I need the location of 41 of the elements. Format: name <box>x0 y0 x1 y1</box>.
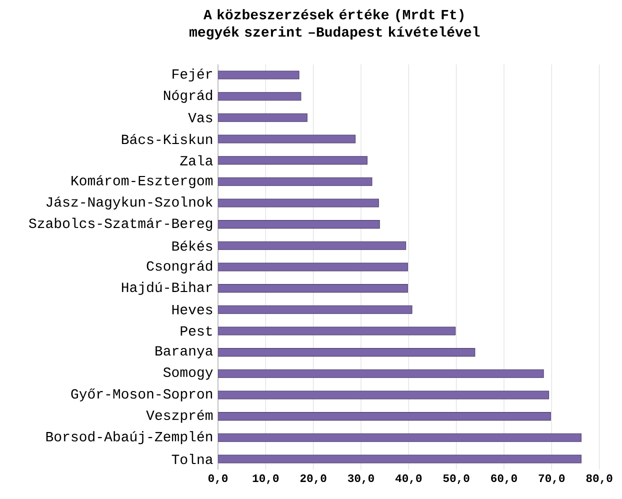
x-tick-label: 60,0 <box>491 474 517 484</box>
y-tick-label: Fejér <box>172 68 212 82</box>
y-tick-label: Borsod-Abaúj-Zemplén <box>46 431 212 444</box>
bar <box>218 156 368 165</box>
x-tick-label: 20,0 <box>300 474 326 484</box>
chart-title: A közbeszerzések értéke (Mrdt Ft) megyék szerint –Budapest kívételével <box>190 9 480 40</box>
y-tick-label: Tolna <box>172 454 213 464</box>
x-tick-label: 40,0 <box>395 474 422 484</box>
bar <box>218 92 302 101</box>
bar <box>218 305 412 314</box>
x-tick-label: 10,0 <box>252 474 279 484</box>
x-tick-label: 50,0 <box>443 474 470 484</box>
y-tick-label: Jász-Nagykun-Szolnok <box>46 196 213 210</box>
y-tick-label: Veszprém <box>146 410 213 423</box>
y-tick-label: Csongrád <box>146 260 212 274</box>
bar <box>218 113 308 122</box>
y-tick-label: Zala <box>180 155 213 166</box>
bar <box>218 369 544 378</box>
y-tick-label: Nógrád <box>164 90 212 103</box>
x-tick-label: 0,0 <box>208 474 228 484</box>
bar <box>218 433 582 442</box>
x-tick-label: 70,0 <box>538 474 565 484</box>
bar <box>218 241 406 250</box>
y-tick-label: Vas <box>188 112 212 122</box>
y-tick-label: Baranya <box>156 346 213 358</box>
bar <box>218 177 372 186</box>
bar <box>218 284 408 293</box>
y-tick-label: Békés <box>172 240 212 251</box>
y-tick-label: Szabolcs-Szatmár-Bereg <box>29 218 212 231</box>
y-tick-label: Pest <box>180 326 212 336</box>
y-tick-label: Komárom-Esztergom <box>72 175 213 188</box>
bar <box>218 412 551 421</box>
y-tick-label: Bács-Kiskun <box>122 134 212 144</box>
y-tick-label: Heves <box>172 304 212 314</box>
bar <box>218 348 476 357</box>
x-tick-label: 30,0 <box>348 474 374 484</box>
y-tick-label: Győr-Moson-Sopron <box>71 388 212 402</box>
x-tick-label: 80,0 <box>586 474 612 484</box>
y-tick-label: Somogy <box>163 368 213 380</box>
bar <box>218 220 380 229</box>
y-tick-label: Hajdú-Bihar <box>122 282 212 295</box>
